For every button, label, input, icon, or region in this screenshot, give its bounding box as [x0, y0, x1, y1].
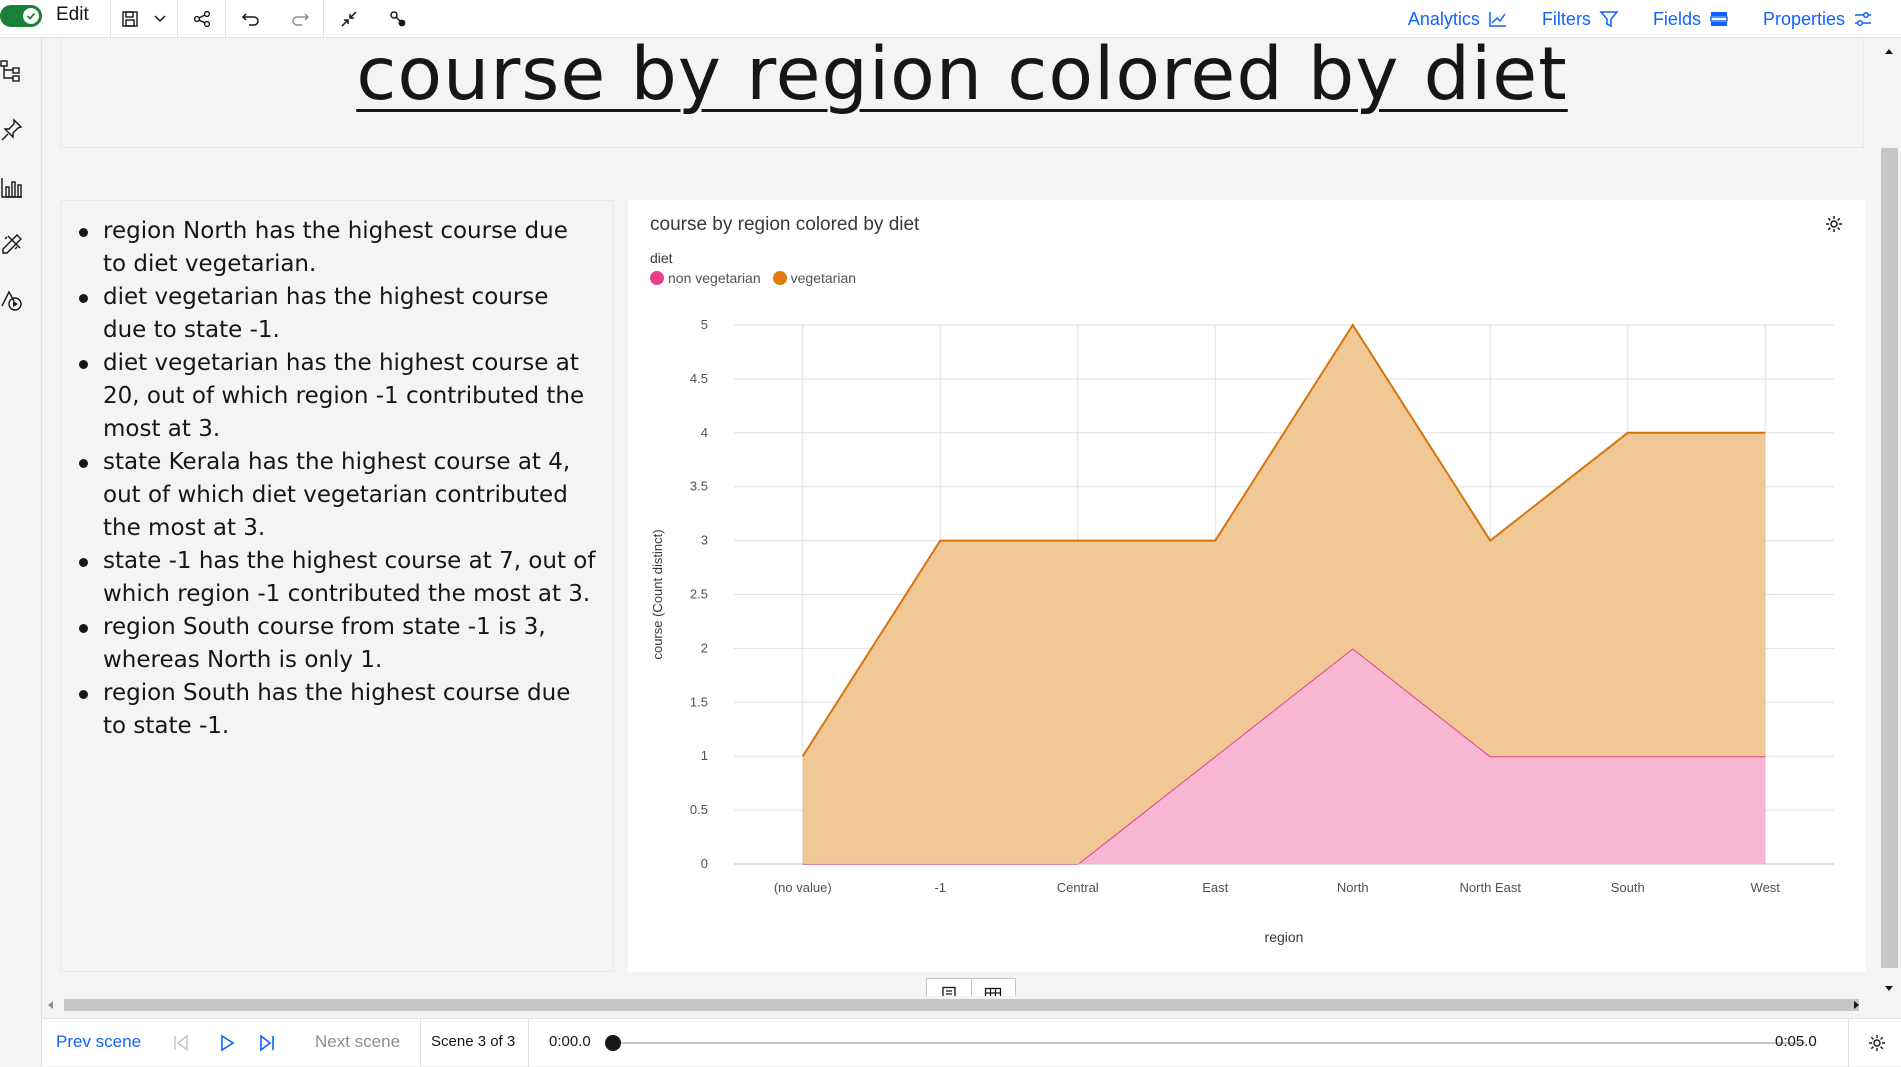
tree-view-icon[interactable]	[0, 58, 24, 82]
timeline-handle[interactable]	[605, 1035, 621, 1051]
minimize-icon	[340, 10, 358, 28]
next-scene-button[interactable]: Next scene	[315, 1032, 400, 1052]
legend-label: vegetarian	[791, 270, 856, 286]
y-tick-label: 1	[701, 748, 708, 763]
divider	[420, 1019, 421, 1067]
scroll-up-icon[interactable]	[1885, 48, 1893, 56]
insight-item: region South has the highest course due …	[103, 677, 597, 743]
chart-bar-icon[interactable]	[0, 176, 24, 200]
horizontal-scrollbar[interactable]	[42, 996, 1864, 1014]
y-tick-label: 3.5	[690, 479, 708, 494]
chevron-down-icon[interactable]	[153, 14, 167, 24]
timeline-track[interactable]	[617, 1042, 1805, 1044]
y-tick-label: 0.5	[690, 802, 708, 817]
x-tick-label: Central	[1057, 880, 1099, 895]
legend-label: non vegetarian	[668, 270, 761, 286]
horizontal-scroll-thumb[interactable]	[64, 999, 1859, 1011]
y-axis-title: course (Count distinct)	[650, 529, 665, 659]
share-icon	[193, 10, 211, 28]
area-chart[interactable]: 0 0.5 1 1.5 2 2.5 3 3.5 4 4.5 5 (no value) -1 Central…	[628, 200, 1866, 972]
shapes-play-icon[interactable]	[0, 288, 24, 312]
analytics-label: Analytics	[1408, 9, 1480, 30]
skip-forward-icon[interactable]	[258, 1034, 276, 1052]
canvas-title[interactable]: course by region colored by diet	[61, 32, 1863, 117]
scroll-down-icon[interactable]	[1885, 984, 1893, 992]
y-tick-label: 0	[701, 856, 708, 871]
scroll-right-icon[interactable]	[1852, 1001, 1860, 1009]
x-tick-label: (no value)	[774, 880, 832, 895]
tools-icon[interactable]	[0, 232, 24, 256]
skip-back-icon[interactable]	[172, 1034, 190, 1052]
total-time: 0:05.0	[1775, 1033, 1817, 1050]
legend-swatch	[650, 271, 664, 285]
title-widget[interactable]: course by region colored by diet	[60, 38, 1864, 148]
pin-icon[interactable]	[0, 118, 24, 142]
y-tick-label: 2.5	[690, 587, 708, 602]
edit-toggle[interactable]	[0, 5, 42, 27]
x-tick-label: West	[1751, 880, 1781, 895]
x-axis-title: region	[1265, 929, 1304, 945]
y-tick-label: 2	[701, 640, 708, 655]
chart-widget[interactable]: 0 0.5 1 1.5 2 2.5 3 3.5 4 4.5 5 (no value) -1 Central…	[628, 200, 1866, 972]
settings-icon[interactable]	[1868, 1034, 1886, 1052]
filter-icon	[1599, 10, 1619, 28]
y-tick-label: 3	[701, 533, 708, 548]
legend-title: diet	[650, 250, 868, 266]
insight-item: diet vegetarian has the highest course d…	[103, 281, 597, 347]
filters-button[interactable]: Filters	[1542, 9, 1619, 30]
x-tick-label: North East	[1460, 880, 1522, 895]
chart-options-icon[interactable]	[1824, 214, 1844, 234]
properties-label: Properties	[1763, 9, 1845, 30]
y-tick-label: 5	[701, 317, 708, 332]
y-tick-label: 1.5	[690, 694, 708, 709]
x-tick-label: South	[1611, 880, 1645, 895]
scene-player-bar: Prev scene Next scene Scene 3 of 3 0:00.…	[42, 1018, 1901, 1066]
chart-title: course by region colored by diet	[650, 214, 919, 236]
fields-button[interactable]: Fields	[1653, 9, 1729, 30]
divider	[528, 1019, 529, 1067]
data-table-icon	[1709, 10, 1729, 28]
connect-icon	[389, 10, 407, 28]
legend-item-vegetarian[interactable]: vegetarian	[773, 270, 856, 286]
fields-label: Fields	[1653, 9, 1701, 30]
y-tick-label: 4.5	[690, 371, 708, 386]
insight-item: state Kerala has the highest course at 4…	[103, 446, 597, 545]
x-tick-label: North	[1337, 880, 1369, 895]
settings-adjust-icon	[1853, 10, 1873, 28]
chart-legend: diet non vegetarian vegetarian	[650, 250, 868, 286]
insights-widget[interactable]: region North has the highest course due …	[60, 200, 614, 972]
x-tick-label: East	[1202, 880, 1228, 895]
left-rail	[0, 38, 42, 1066]
undo-icon	[241, 11, 261, 27]
properties-button[interactable]: Properties	[1763, 9, 1873, 30]
legend-item-non-vegetarian[interactable]: non vegetarian	[650, 270, 761, 286]
chart-line-icon	[1488, 10, 1508, 28]
filters-label: Filters	[1542, 9, 1591, 30]
checkmark-icon	[23, 8, 39, 24]
scroll-left-icon[interactable]	[47, 1001, 55, 1009]
x-tick-label: -1	[934, 880, 946, 895]
insight-item: diet vegetarian has the highest course a…	[103, 347, 597, 446]
insight-item: region North has the highest course due …	[103, 215, 597, 281]
save-icon	[121, 10, 139, 28]
vertical-scrollbar[interactable]	[1878, 38, 1901, 996]
analytics-button[interactable]: Analytics	[1408, 9, 1508, 30]
insight-item: state -1 has the highest course at 7, ou…	[103, 545, 597, 611]
play-icon[interactable]	[218, 1034, 236, 1052]
insights-list: region North has the highest course due …	[61, 201, 613, 743]
insight-item: region South course from state -1 is 3, …	[103, 611, 597, 677]
divider	[1848, 1019, 1849, 1067]
prev-scene-button[interactable]: Prev scene	[56, 1032, 141, 1052]
legend-swatch	[773, 271, 787, 285]
redo-icon	[290, 11, 310, 27]
vertical-scroll-thumb[interactable]	[1881, 148, 1898, 968]
current-time: 0:00.0	[549, 1033, 591, 1050]
y-tick-label: 4	[701, 425, 708, 440]
edit-label: Edit	[56, 4, 89, 26]
scene-counter: Scene 3 of 3	[431, 1033, 515, 1050]
